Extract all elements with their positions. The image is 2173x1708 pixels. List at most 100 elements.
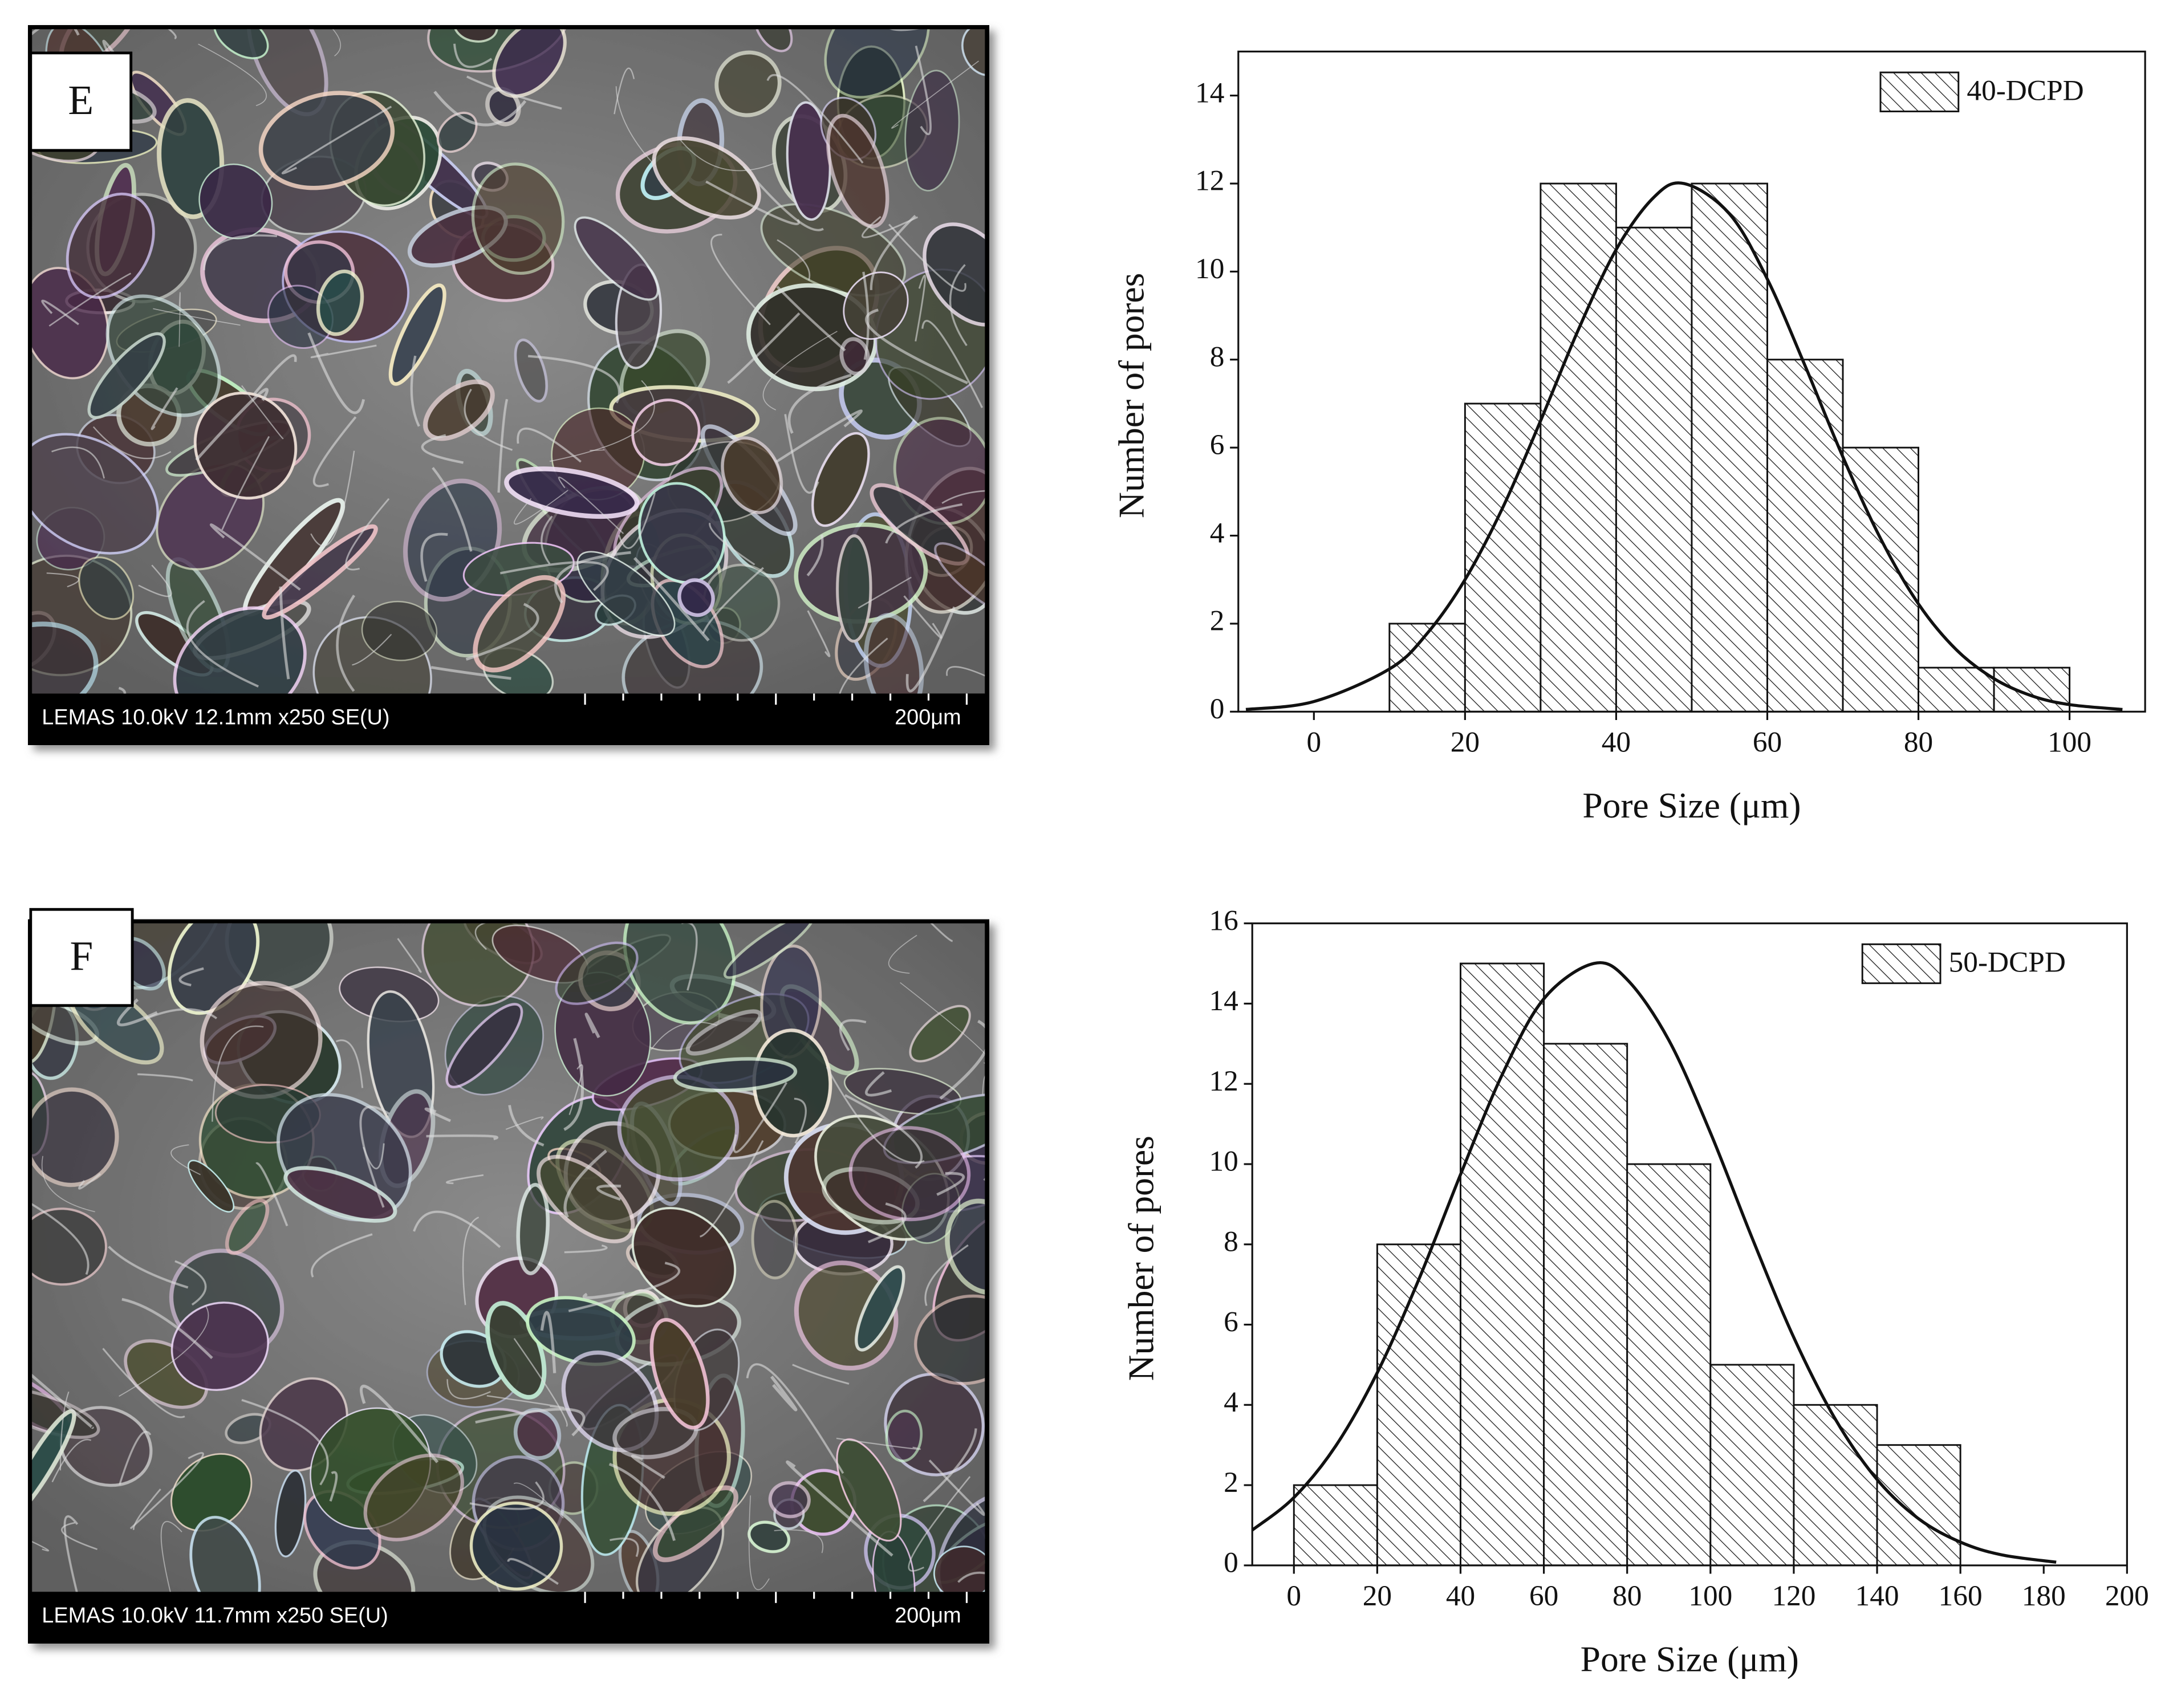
- pore: [914, 1294, 985, 1385]
- pore: [504, 466, 640, 519]
- pore: [363, 1453, 464, 1542]
- strut: [563, 1038, 584, 1131]
- strut: [255, 1162, 289, 1227]
- strut: [946, 666, 985, 677]
- x-tick-label: 200: [2105, 1580, 2149, 1612]
- strut: [178, 292, 181, 347]
- pore: [471, 162, 565, 275]
- pore: [677, 578, 715, 617]
- y-tick-label: 14: [1195, 76, 1224, 109]
- strut: [608, 1462, 676, 1542]
- y-tick-label: 2: [1224, 1466, 1238, 1499]
- pore: [87, 332, 166, 420]
- strut: [766, 74, 864, 164]
- strut: [564, 1245, 608, 1254]
- pore: [78, 556, 135, 620]
- pore: [649, 1317, 710, 1430]
- pore: [811, 432, 870, 527]
- pore: [685, 1009, 762, 1056]
- strut: [631, 1454, 665, 1479]
- strut: [138, 564, 172, 597]
- strut: [475, 1408, 586, 1437]
- strut: [774, 1529, 823, 1554]
- bar: [1793, 1404, 1878, 1567]
- strut: [281, 105, 392, 174]
- strut: [253, 354, 297, 395]
- strut: [568, 1262, 681, 1312]
- strut: [936, 1172, 965, 1196]
- y-tick-label: 2: [1210, 605, 1225, 637]
- strut: [41, 1156, 95, 1213]
- strut: [160, 1521, 182, 1592]
- strut: [775, 409, 863, 463]
- strut: [212, 1025, 264, 1122]
- sem-scale: 200μm: [895, 1604, 961, 1628]
- strut: [986, 173, 1037, 255]
- pore: [933, 1546, 985, 1592]
- strut: [709, 522, 756, 566]
- strut: [174, 1260, 207, 1306]
- strut: [786, 1460, 893, 1557]
- strut: [453, 43, 493, 68]
- strut: [513, 1482, 564, 1519]
- strut: [505, 1116, 544, 1130]
- strut: [41, 299, 79, 326]
- strut: [168, 29, 177, 40]
- sem-info: LEMAS 10.0kV 11.7mm x250 SE(U): [42, 1604, 388, 1628]
- strut: [762, 331, 838, 410]
- x-tick-label: 0: [1306, 726, 1321, 759]
- strut: [63, 1515, 79, 1592]
- pore: [576, 551, 676, 637]
- pore: [66, 192, 155, 299]
- x-tick-label: 100: [1688, 1580, 1732, 1612]
- strut: [983, 1178, 985, 1181]
- bar: [1626, 1163, 1712, 1567]
- strut: [949, 264, 968, 347]
- strut: [700, 1140, 764, 1238]
- y-tick-label: 12: [1195, 165, 1224, 197]
- strut: [862, 271, 870, 360]
- strut: [312, 416, 357, 487]
- pore: [923, 222, 985, 327]
- strut: [178, 967, 204, 987]
- bar: [1540, 182, 1617, 713]
- bar: [1293, 1484, 1378, 1567]
- sem-panel: LEMAS 10.0kV 12.1mm x250 SE(U) 200μm: [27, 25, 1037, 745]
- pore: [436, 111, 478, 153]
- pore: [863, 613, 924, 694]
- pore: [631, 1207, 737, 1308]
- y-axis-label: Number of pores: [1121, 1136, 1161, 1381]
- strut: [198, 43, 267, 107]
- strut: [345, 498, 390, 571]
- x-tick-label: 0: [1286, 1580, 1301, 1612]
- strut: [497, 398, 509, 493]
- strut: [891, 60, 979, 129]
- strut: [32, 1203, 90, 1275]
- strut: [596, 1184, 622, 1201]
- legend-label: 40-DCPD: [1967, 74, 2083, 107]
- strut: [397, 938, 422, 973]
- legend-swatch: [1861, 943, 1942, 985]
- y-tick-label: 14: [1209, 985, 1238, 1017]
- strut: [923, 1428, 977, 1503]
- strut: [903, 595, 943, 639]
- strut: [540, 1311, 557, 1373]
- strut: [924, 1244, 969, 1306]
- strut: [885, 503, 962, 544]
- strut: [900, 982, 985, 1064]
- y-tick-label: 8: [1224, 1226, 1238, 1258]
- x-tick-label: 80: [1904, 726, 1933, 759]
- legend-swatch: [1879, 71, 1960, 112]
- strut: [116, 998, 158, 1027]
- strut: [921, 320, 983, 408]
- x-tick-label: 120: [1772, 1580, 1815, 1612]
- strut: [329, 1471, 338, 1502]
- x-tick-label: 80: [1613, 1580, 1642, 1612]
- strut: [651, 1022, 717, 1050]
- pore: [574, 216, 659, 301]
- pore: [768, 1481, 811, 1519]
- x-tick-label: 180: [2022, 1580, 2066, 1612]
- strut: [48, 273, 132, 327]
- strut: [957, 1571, 985, 1583]
- strut: [558, 477, 624, 534]
